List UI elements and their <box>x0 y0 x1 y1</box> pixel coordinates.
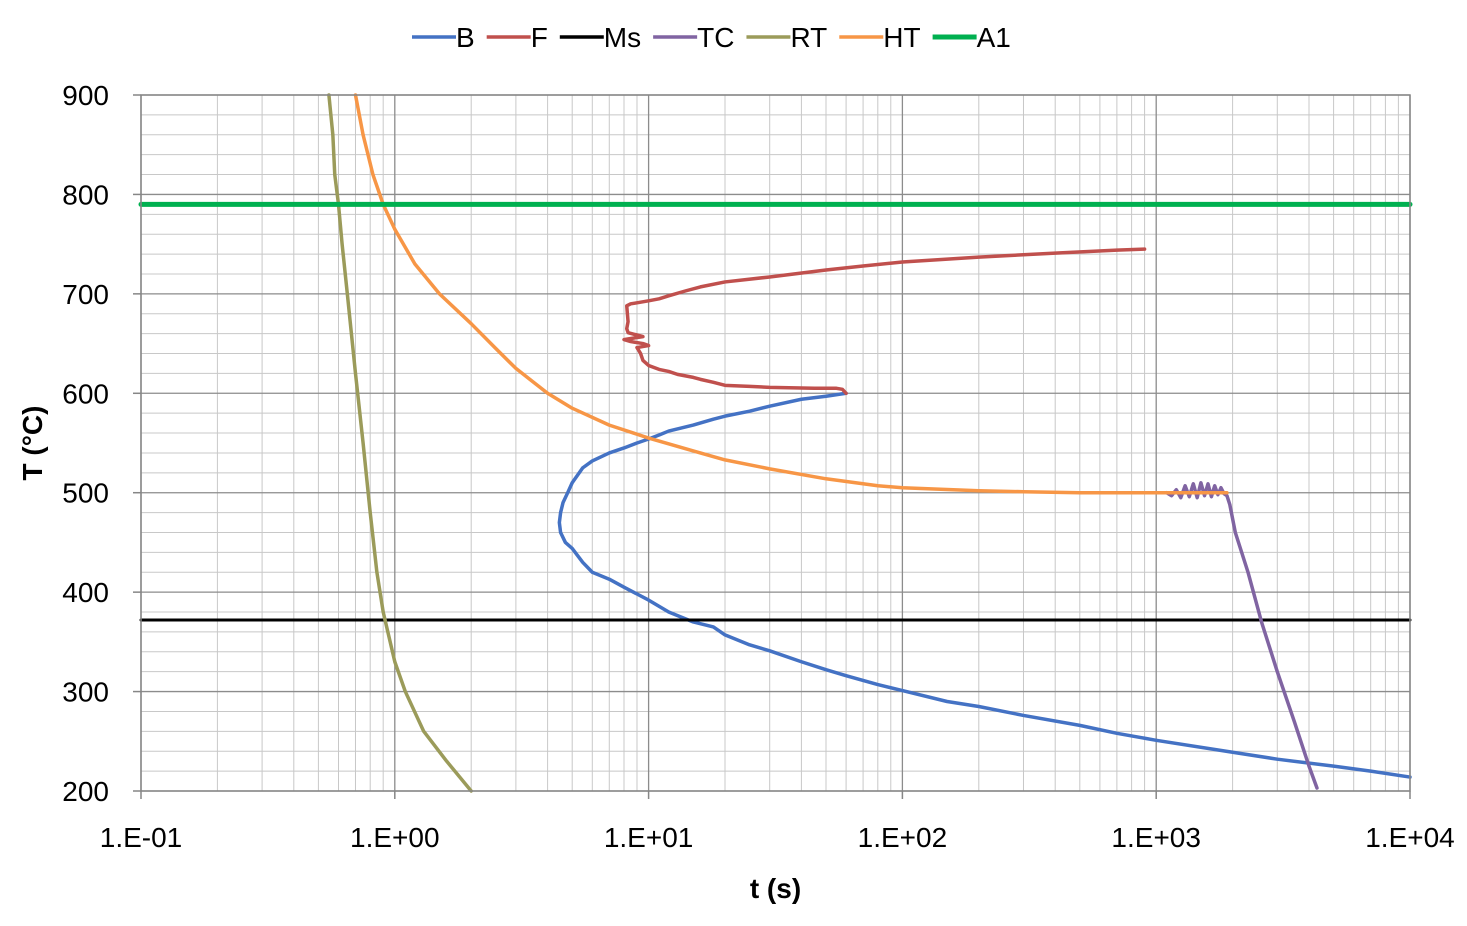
x-axis-ticks: 1.E-01 1.E+00 1.E+01 1.E+02 1.E+03 1.E+04 <box>100 791 1455 853</box>
legend-label-ht: HT <box>883 22 920 53</box>
series-line-f <box>622 247 1147 396</box>
plot-frame <box>140 94 1411 792</box>
y-tick-label: 300 <box>62 677 109 708</box>
legend-label-tc: TC <box>697 22 734 53</box>
y-tick-label: 500 <box>62 478 109 509</box>
y-tick-label: 600 <box>62 378 109 409</box>
y-tick-label: 900 <box>62 80 109 111</box>
x-axis-title: t (s) <box>750 873 801 904</box>
y-tick-label: 200 <box>62 776 109 807</box>
y-axis-title: T (°C) <box>17 406 48 481</box>
legend-label-b: B <box>456 22 475 53</box>
grid-minor <box>141 95 1410 791</box>
x-tick-label: 1.E+01 <box>604 822 694 853</box>
y-tick-label: 800 <box>62 179 109 210</box>
series-line-b <box>557 391 1412 779</box>
legend-label-ms: Ms <box>604 22 641 53</box>
x-tick-label: 1.E-01 <box>100 822 183 853</box>
legend: B F Ms TC RT HT A1 <box>412 22 1011 53</box>
y-axis-ticks: 200 300 400 500 600 700 800 900 <box>62 80 141 807</box>
legend-label-a1: A1 <box>977 22 1011 53</box>
y-tick-label: 400 <box>62 577 109 608</box>
series-layer <box>138 93 1413 793</box>
grid-major <box>140 94 1411 792</box>
x-tick-label: 1.E+04 <box>1365 822 1455 853</box>
series-line-ht <box>353 93 1229 495</box>
x-tick-label: 1.E+03 <box>1111 822 1201 853</box>
y-tick-label: 700 <box>62 279 109 310</box>
legend-label-f: F <box>531 22 548 53</box>
x-tick-label: 1.E+02 <box>858 822 948 853</box>
series-line-tc <box>1164 481 1319 790</box>
x-tick-label: 1.E+00 <box>350 822 440 853</box>
series-line-rt <box>327 93 473 793</box>
legend-label-rt: RT <box>790 22 827 53</box>
